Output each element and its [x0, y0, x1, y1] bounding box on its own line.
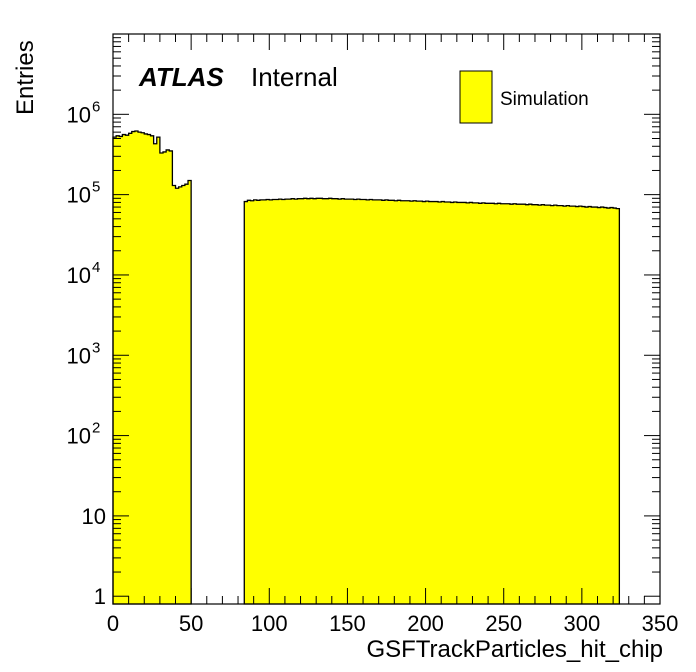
- legend-entry-simulation: Simulation: [500, 89, 589, 110]
- y-tick-exponent: 2: [92, 420, 100, 437]
- y-tick-label: 1: [94, 584, 106, 609]
- y-tick-label: 10: [67, 102, 91, 127]
- x-tick-label: 350: [642, 611, 679, 636]
- x-tick-label: 100: [251, 611, 288, 636]
- legend: Simulation: [459, 70, 589, 124]
- y-tick-label: 10: [67, 424, 91, 449]
- x-tick-label: 50: [179, 611, 203, 636]
- atlas-label: ATLAS: [138, 62, 224, 92]
- y-tick-label: 10: [67, 263, 91, 288]
- plot-axes: [112, 33, 661, 605]
- y-tick-exponent: 5: [92, 179, 100, 196]
- histogram-segment-2: [243, 197, 621, 605]
- internal-label: Internal: [251, 62, 338, 92]
- histogram-segment-1: [112, 130, 192, 605]
- y-tick-label: 10: [82, 504, 106, 529]
- x-tick-label: 200: [407, 611, 444, 636]
- y-tick-exponent: 4: [92, 259, 100, 276]
- y-tick-label: 10: [67, 183, 91, 208]
- y-tick-label: 10: [67, 343, 91, 368]
- plot-frame: [112, 33, 661, 605]
- axis-ticks: [112, 34, 661, 604]
- x-tick-label: 250: [485, 611, 522, 636]
- x-tick-label: 150: [329, 611, 366, 636]
- y-tick-exponent: 3: [92, 339, 100, 356]
- y-tick-exponent: 6: [92, 98, 100, 115]
- x-tick-label: 300: [563, 611, 600, 636]
- x-axis-title: GSFTrackParticles_hit_chip: [366, 636, 663, 663]
- y-axis-title: Entries: [12, 40, 39, 115]
- legend-swatch: [459, 70, 493, 124]
- histogram-bars: [112, 130, 621, 605]
- x-tick-label: 0: [107, 611, 119, 636]
